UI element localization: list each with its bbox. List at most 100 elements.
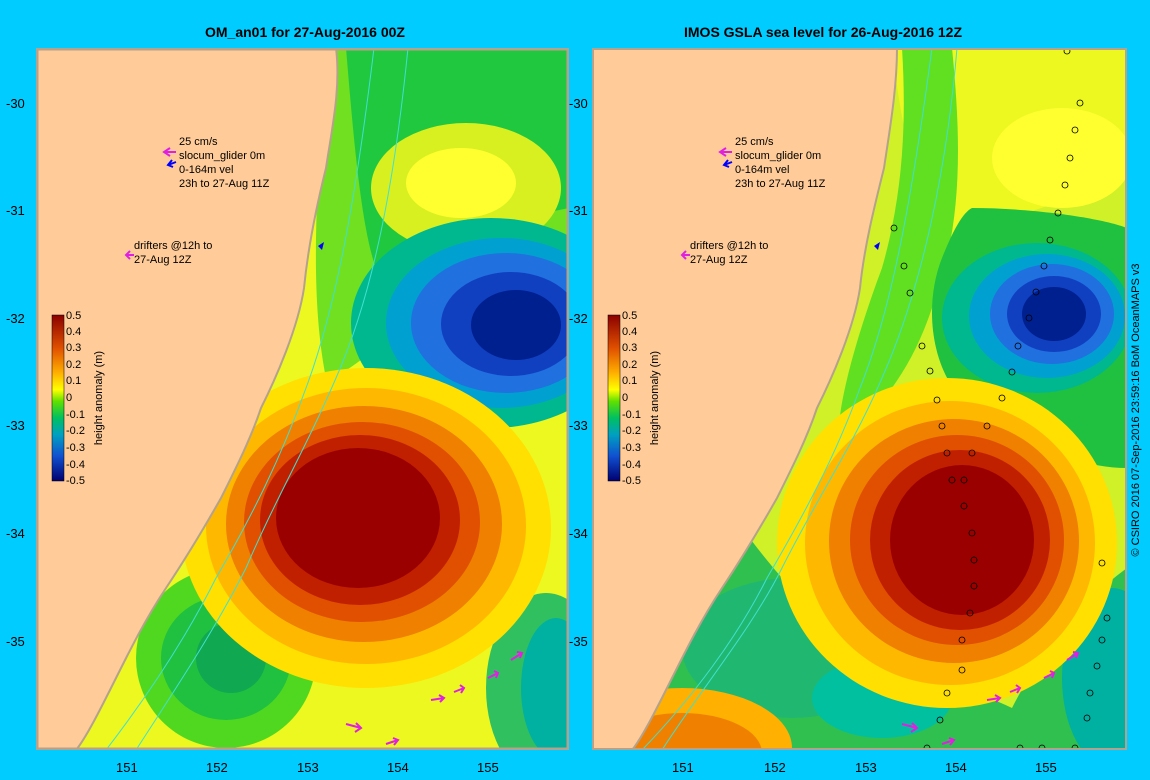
- legend-period: 23h to 27-Aug 11Z: [735, 178, 826, 190]
- lon-tick: 155: [477, 760, 499, 775]
- drifter-arrow: [901, 722, 919, 733]
- drifter-arrow: [510, 651, 524, 661]
- drifter-arrow: [345, 722, 363, 733]
- lat-tick: -33: [569, 418, 588, 433]
- drifter-arrow: [487, 670, 500, 679]
- drifters-label-1: drifters @12h to: [134, 240, 212, 252]
- colorbar-tick: -0.5: [622, 475, 641, 487]
- anomaly-zone: [992, 108, 1127, 208]
- colorbar-tick: 0.4: [622, 326, 637, 338]
- colorbar-label: height anomaly (m): [93, 351, 105, 445]
- scale-arrow: [718, 147, 732, 157]
- anomaly-zone: [839, 48, 958, 438]
- colorbar-tick: 0.1: [66, 375, 81, 387]
- anomaly-zone: [406, 148, 516, 218]
- colorbar-tick: -0.3: [622, 442, 641, 454]
- drifter-arrow: [941, 737, 956, 746]
- lat-tick: -30: [569, 96, 588, 111]
- colorbar-gradient: [607, 314, 621, 482]
- drifters-label-2: 27-Aug 12Z: [690, 254, 748, 266]
- lon-tick: 152: [206, 760, 228, 775]
- legend-period: 23h to 27-Aug 11Z: [179, 178, 270, 190]
- legend-glider: slocum_glider 0m: [179, 150, 265, 162]
- drifter-arrow: [1066, 651, 1080, 661]
- cold-eddy: [1022, 287, 1086, 341]
- colorbar-tick: 0: [66, 392, 72, 404]
- right-panel-title: IMOS GSLA sea level for 26-Aug-2016 12Z: [684, 24, 963, 40]
- colorbar-tick: -0.2: [66, 425, 85, 437]
- lon-tick: 154: [387, 760, 409, 775]
- colorbar-tick: 0.1: [622, 375, 637, 387]
- lon-tick: 153: [855, 760, 877, 775]
- glider-legend-arrow: [722, 159, 733, 168]
- drifter-legend-arrow: [124, 250, 134, 260]
- legend-vel: 0-164m vel: [179, 164, 233, 176]
- left-map-svg: 25 cm/s slocum_glider 0m 0-164m vel 23h …: [34, 46, 571, 752]
- colorbar-tick: -0.3: [66, 442, 85, 454]
- isobath-line: [105, 48, 375, 750]
- lat-tick: -33: [6, 418, 25, 433]
- colorbar-tick: 0: [622, 392, 628, 404]
- colorbar-tick: -0.5: [66, 475, 85, 487]
- colorbar: 0.5 0.4 0.3 0.2 0.1 0 -0.1 -0.2 -0.3 -0.…: [51, 310, 105, 487]
- left-panel-title: OM_an01 for 27-Aug-2016 00Z: [205, 24, 405, 40]
- legend-scale: 25 cm/s: [179, 136, 218, 148]
- lat-tick: -31: [569, 203, 588, 218]
- isobath-line: [135, 48, 409, 750]
- lon-tick: 154: [945, 760, 967, 775]
- track-points: [890, 48, 1111, 750]
- glider-arrow: [318, 242, 324, 250]
- colorbar-tick: -0.1: [66, 409, 85, 421]
- drifter-arrow: [430, 694, 446, 703]
- colorbar-tick: 0.3: [66, 342, 81, 354]
- legend-glider: slocum_glider 0m: [735, 150, 821, 162]
- lon-tick: 155: [1035, 760, 1057, 775]
- colorbar-tick: 0.5: [622, 310, 637, 322]
- colorbar-tick: 0.2: [66, 359, 81, 371]
- cold-eddy: [471, 290, 561, 360]
- warm-eddy: [276, 448, 440, 588]
- colorbar-tick: -0.4: [66, 459, 85, 471]
- map-frame: [591, 47, 1128, 751]
- lat-tick: -35: [569, 634, 588, 649]
- isobath-line: [641, 48, 933, 750]
- drifters-label-1: drifters @12h to: [690, 240, 768, 252]
- colorbar: 0.5 0.4 0.3 0.2 0.1 0 -0.1 -0.2 -0.3 -0.…: [607, 310, 661, 487]
- glider-legend-arrow: [166, 159, 177, 168]
- lat-tick: -32: [6, 311, 25, 326]
- drifter-arrow: [453, 684, 466, 694]
- colorbar-tick: 0.2: [622, 359, 637, 371]
- lat-tick: -34: [6, 526, 25, 541]
- glider-arrow: [874, 242, 880, 250]
- colorbar-label: height anomaly (m): [649, 351, 661, 445]
- lat-tick: -32: [569, 311, 588, 326]
- lon-tick: 151: [672, 760, 694, 775]
- drifter-arrow: [385, 737, 400, 746]
- land-mass: [36, 48, 339, 750]
- land-mass: [592, 48, 899, 750]
- colorbar-tick: 0.4: [66, 326, 81, 338]
- left-map-panel: 25 cm/s slocum_glider 0m 0-164m vel 23h …: [34, 46, 571, 752]
- velocity-legend: 25 cm/s slocum_glider 0m 0-164m vel 23h …: [680, 136, 826, 266]
- drifter-arrow: [1009, 684, 1022, 694]
- legend-scale: 25 cm/s: [735, 136, 774, 148]
- map-frame: [34, 46, 571, 752]
- lat-tick: -34: [569, 526, 588, 541]
- colorbar-tick: -0.1: [622, 409, 641, 421]
- colorbar-tick: 0.3: [622, 342, 637, 354]
- colorbar-tick: -0.2: [622, 425, 641, 437]
- lon-tick: 152: [764, 760, 786, 775]
- lat-tick: -35: [6, 634, 25, 649]
- lon-tick: 151: [116, 760, 138, 775]
- lon-tick: 153: [297, 760, 319, 775]
- right-map-panel: 25 cm/s slocum_glider 0m 0-164m vel 23h …: [591, 47, 1128, 751]
- anomaly-zone: [521, 618, 569, 750]
- credit-text: © CSIRO 2016 07-Sep-2016 23:59:16 BoM Oc…: [1130, 263, 1142, 557]
- drifter-legend-arrow: [680, 250, 690, 260]
- isobath-line: [661, 48, 958, 750]
- colorbar-tick: 0.5: [66, 310, 81, 322]
- drifters-label-2: 27-Aug 12Z: [134, 254, 192, 266]
- drifter-arrow: [1043, 670, 1056, 679]
- lat-tick: -30: [6, 96, 25, 111]
- warm-eddy: [890, 465, 1034, 615]
